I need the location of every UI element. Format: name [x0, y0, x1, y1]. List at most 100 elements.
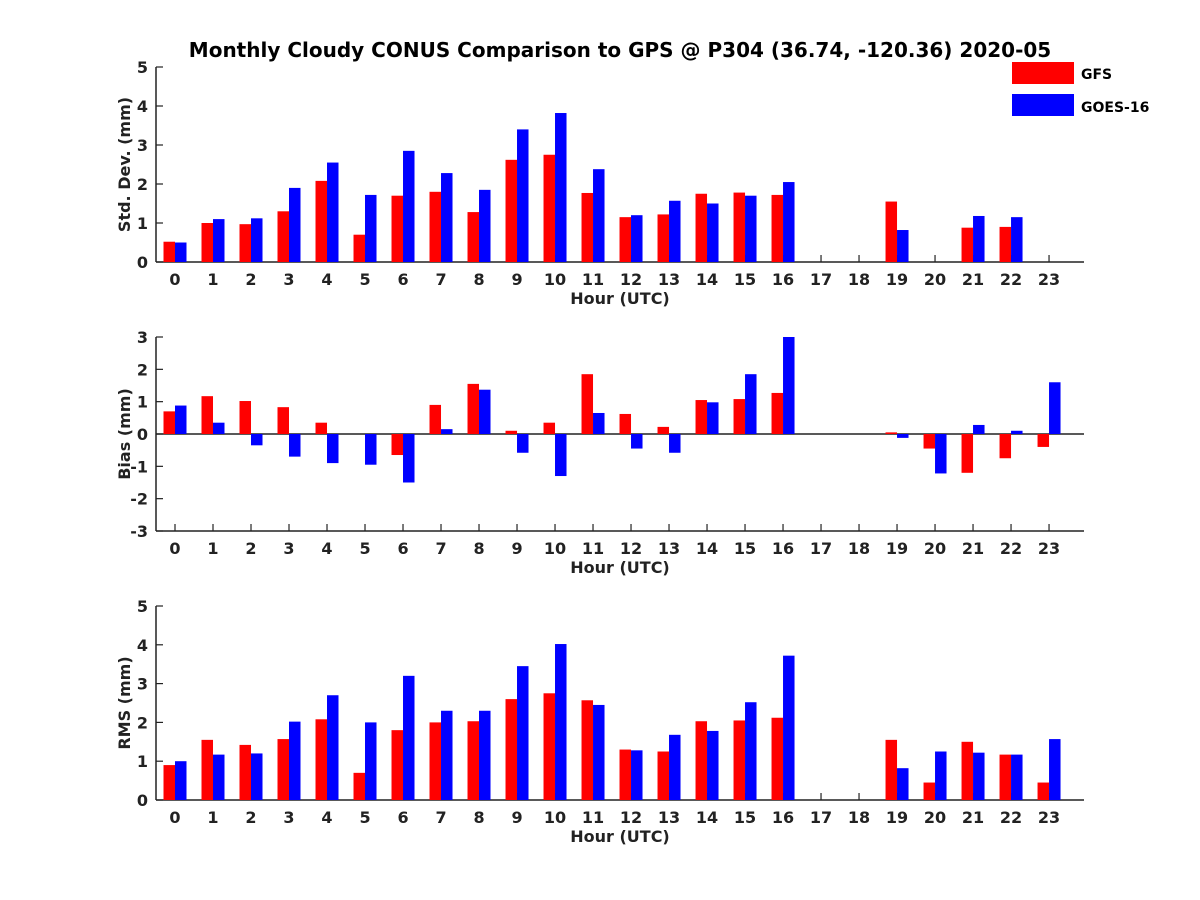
- bar-goes16-11: [593, 412, 605, 434]
- x-tick-label: 0: [169, 539, 180, 558]
- y-tick-label: -3: [130, 522, 148, 541]
- bar-goes16-9: [517, 129, 529, 262]
- x-tick-label: 20: [924, 808, 946, 827]
- bar-goes16-21: [973, 424, 985, 434]
- x-tick-label: 3: [283, 808, 294, 827]
- bar-goes16-1: [213, 422, 225, 434]
- bar-gfs-3: [277, 739, 290, 800]
- bar-goes16-15: [745, 195, 757, 262]
- legend: GFS GOES-16: [1012, 62, 1149, 116]
- bar-gfs-13: [657, 214, 670, 262]
- bar-gfs-4: [315, 180, 328, 262]
- x-tick-label: 4: [321, 270, 332, 289]
- bar-goes16-5: [365, 434, 377, 465]
- bar-goes16-7: [441, 173, 453, 262]
- bar-goes16-3: [289, 721, 301, 800]
- bar-gfs-11: [581, 192, 594, 262]
- bar-goes16-2: [251, 753, 263, 800]
- y-tick-label: 2: [137, 175, 148, 194]
- bar-goes16-0: [175, 761, 187, 800]
- bar-goes16-7: [441, 710, 453, 800]
- x-axis-label: Hour (UTC): [570, 558, 670, 577]
- x-tick-label: 10: [544, 808, 566, 827]
- bar-gfs-22: [999, 226, 1012, 262]
- bar-goes16-4: [327, 162, 339, 262]
- x-tick-label: 19: [886, 270, 908, 289]
- x-tick-label: 15: [734, 270, 756, 289]
- x-tick-label: 12: [620, 808, 642, 827]
- x-tick-label: 4: [321, 808, 332, 827]
- bar-goes16-5: [365, 194, 377, 262]
- x-axis-label: Hour (UTC): [570, 827, 670, 846]
- x-tick-label: 12: [620, 539, 642, 558]
- y-tick-label: 0: [137, 791, 148, 810]
- bar-gfs-0: [163, 411, 176, 434]
- bar-gfs-19: [885, 201, 898, 262]
- bar-gfs-7: [429, 191, 442, 262]
- bar-gfs-1: [201, 223, 214, 262]
- x-tick-label: 15: [734, 539, 756, 558]
- x-tick-label: 16: [772, 539, 794, 558]
- bar-goes16-8: [479, 710, 491, 800]
- bar-goes16-10: [555, 644, 567, 800]
- x-tick-label: 13: [658, 539, 680, 558]
- bar-gfs-6: [391, 195, 404, 262]
- bar-goes16-11: [593, 169, 605, 262]
- x-tick-label: 23: [1038, 539, 1060, 558]
- x-tick-label: 1: [207, 539, 218, 558]
- x-tick-label: 17: [810, 808, 832, 827]
- bar-gfs-1: [201, 739, 214, 800]
- bar-gfs-11: [581, 700, 594, 800]
- y-tick-label: 0: [137, 425, 148, 444]
- bar-gfs-3: [277, 407, 290, 434]
- bar-goes16-9: [517, 666, 529, 800]
- x-tick-label: 17: [810, 539, 832, 558]
- legend-label-gfs: GFS: [1081, 67, 1112, 83]
- bar-gfs-15: [733, 720, 746, 800]
- y-tick-label: 5: [137, 58, 148, 77]
- bar-gfs-15: [733, 192, 746, 262]
- y-tick-label: 5: [137, 597, 148, 616]
- x-tick-label: 7: [435, 539, 446, 558]
- x-tick-label: 5: [359, 270, 370, 289]
- bar-gfs-2: [239, 744, 252, 800]
- y-tick-label: 3: [137, 675, 148, 694]
- bar-goes16-23: [1049, 382, 1061, 434]
- x-tick-label: 8: [473, 808, 484, 827]
- bar-goes16-19: [897, 768, 909, 800]
- bar-gfs-8: [467, 212, 480, 262]
- bar-goes16-16: [783, 182, 795, 262]
- bar-goes16-22: [1011, 430, 1023, 434]
- bar-gfs-19: [885, 739, 898, 800]
- chart-title: Monthly Cloudy CONUS Comparison to GPS @…: [189, 38, 1051, 62]
- bar-goes16-23: [1049, 739, 1061, 800]
- legend-swatch-gfs: [1012, 62, 1074, 84]
- bar-goes16-14: [707, 203, 719, 262]
- bar-gfs-2: [239, 401, 252, 434]
- x-tick-label: 6: [397, 270, 408, 289]
- x-tick-label: 22: [1000, 539, 1022, 558]
- x-tick-label: 18: [848, 808, 870, 827]
- bar-gfs-12: [619, 217, 632, 262]
- bar-gfs-13: [657, 426, 670, 434]
- x-tick-label: 11: [582, 270, 604, 289]
- x-tick-label: 11: [582, 539, 604, 558]
- x-tick-label: 14: [696, 270, 718, 289]
- bar-goes16-11: [593, 704, 605, 800]
- x-tick-label: 4: [321, 539, 332, 558]
- bar-gfs-12: [619, 749, 632, 800]
- bar-goes16-22: [1011, 754, 1023, 800]
- bar-gfs-22: [999, 434, 1012, 459]
- bar-goes16-5: [365, 722, 377, 800]
- x-tick-label: 13: [658, 808, 680, 827]
- y-tick-label: 1: [137, 214, 148, 233]
- x-tick-label: 16: [772, 270, 794, 289]
- bar-gfs-8: [467, 383, 480, 434]
- bar-gfs-6: [391, 730, 404, 800]
- bar-gfs-2: [239, 224, 252, 262]
- y-axis-label: RMS (mm): [115, 656, 134, 749]
